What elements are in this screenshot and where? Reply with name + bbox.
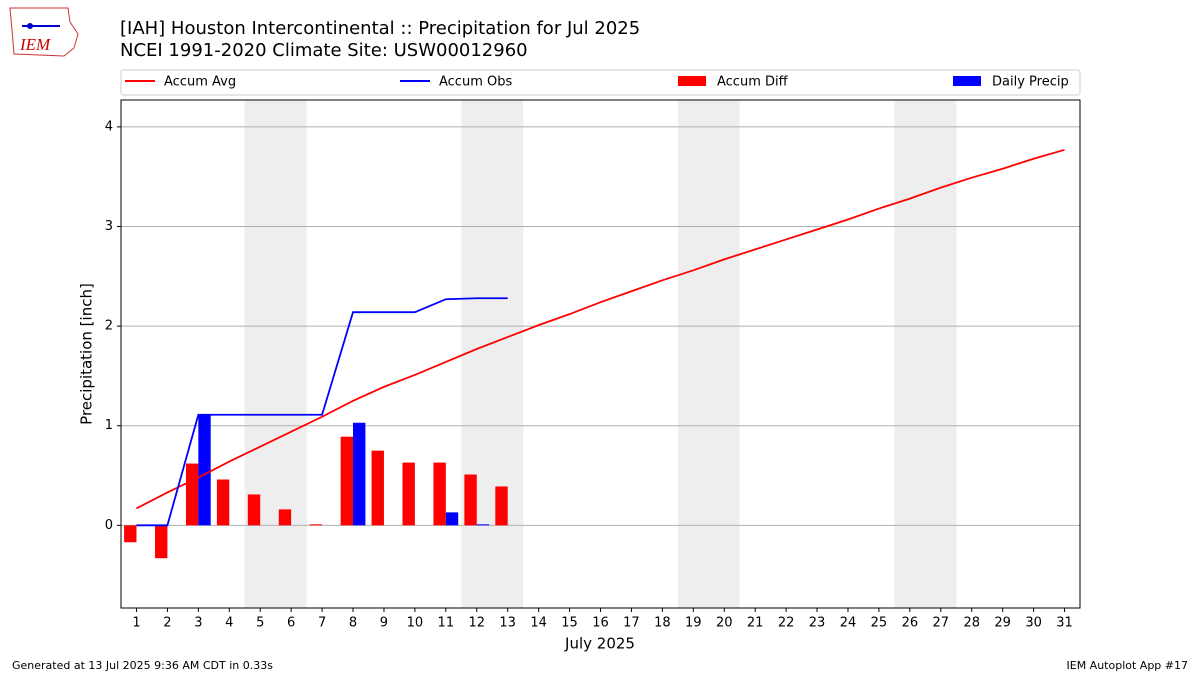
- legend-label: Accum Obs: [439, 75, 512, 90]
- chart-subtitle: NCEI 1991-2020 Climate Site: USW00012960: [120, 40, 528, 61]
- bar: [124, 525, 137, 543]
- x-tick-label: 11: [438, 616, 455, 631]
- x-tick-label: 2: [163, 616, 171, 631]
- line: [136, 297, 508, 527]
- x-tick-label: 29: [994, 616, 1011, 631]
- legend-label: Accum Diff: [717, 75, 789, 90]
- bar: [371, 450, 384, 526]
- bar: [278, 509, 292, 526]
- x-axis-label: July 2025: [564, 635, 635, 653]
- bar: [353, 422, 366, 526]
- x-tick-label: 18: [654, 616, 671, 631]
- x-tick-label: 20: [716, 616, 733, 631]
- bar: [185, 463, 199, 526]
- x-tick-label: 27: [933, 616, 950, 631]
- footer-right: IEM Autoplot App #17: [1067, 659, 1189, 672]
- x-tick-label: 22: [778, 616, 795, 631]
- bar: [198, 414, 211, 526]
- x-tick-label: 6: [287, 616, 295, 631]
- legend-box: [120, 69, 1081, 96]
- legend-swatch: [953, 76, 981, 86]
- x-tick-label: 10: [407, 616, 424, 631]
- bar: [216, 479, 230, 526]
- x-tick-label: 31: [1056, 616, 1073, 631]
- y-tick-label: 2: [105, 319, 113, 334]
- bar: [309, 524, 323, 526]
- x-tick-label: 30: [1025, 616, 1042, 631]
- x-tick-label: 28: [963, 616, 980, 631]
- y-axis-label: Precipitation [inch]: [78, 283, 96, 425]
- x-tick-label: 23: [809, 616, 826, 631]
- x-tick-label: 5: [256, 616, 264, 631]
- x-tick-label: 15: [561, 616, 578, 631]
- x-tick-label: 14: [530, 616, 547, 631]
- x-tick-label: 4: [225, 616, 233, 631]
- y-tick-label: 0: [105, 518, 113, 533]
- bar: [476, 524, 490, 526]
- x-tick-label: 24: [840, 616, 857, 631]
- x-tick-label: 21: [747, 616, 764, 631]
- weekend-shade: [677, 100, 740, 608]
- x-tick-label: 1: [132, 616, 140, 631]
- legend-swatch: [678, 76, 706, 86]
- x-tick-label: 12: [468, 616, 485, 631]
- x-tick-label: 3: [194, 616, 202, 631]
- weekend-shade: [894, 100, 957, 608]
- bar: [155, 525, 168, 559]
- chart-title: [IAH] Houston Intercontinental :: Precip…: [120, 18, 640, 39]
- legend-label: Accum Avg: [164, 75, 236, 90]
- weekend-shade: [244, 100, 307, 608]
- footer-left: Generated at 13 Jul 2025 9:36 AM CDT in …: [12, 659, 273, 672]
- plot-frame: [120, 99, 1081, 609]
- bar: [445, 512, 459, 526]
- x-tick-label: 19: [685, 616, 702, 631]
- bar: [433, 462, 446, 526]
- x-tick-label: 26: [902, 616, 919, 631]
- x-tick-label: 17: [623, 616, 640, 631]
- x-tick-label: 9: [380, 616, 388, 631]
- x-tick-label: 16: [592, 616, 609, 631]
- line: [136, 148, 1065, 510]
- y-tick-label: 3: [105, 219, 113, 234]
- x-tick-label: 25: [871, 616, 888, 631]
- bar: [247, 494, 261, 526]
- logo: IEM: [9, 7, 79, 57]
- x-tick-label: 8: [349, 616, 357, 631]
- logo-text: IEM: [19, 35, 51, 54]
- x-tick-label: 7: [318, 616, 326, 631]
- y-tick-label: 4: [105, 119, 113, 134]
- bar: [340, 436, 354, 526]
- bar: [495, 486, 508, 526]
- bar: [464, 474, 477, 526]
- x-tick-label: 13: [499, 616, 516, 631]
- bar: [402, 462, 415, 526]
- legend-label: Daily Precip: [992, 75, 1069, 90]
- weekend-shade: [461, 100, 524, 608]
- y-tick-label: 1: [105, 418, 113, 433]
